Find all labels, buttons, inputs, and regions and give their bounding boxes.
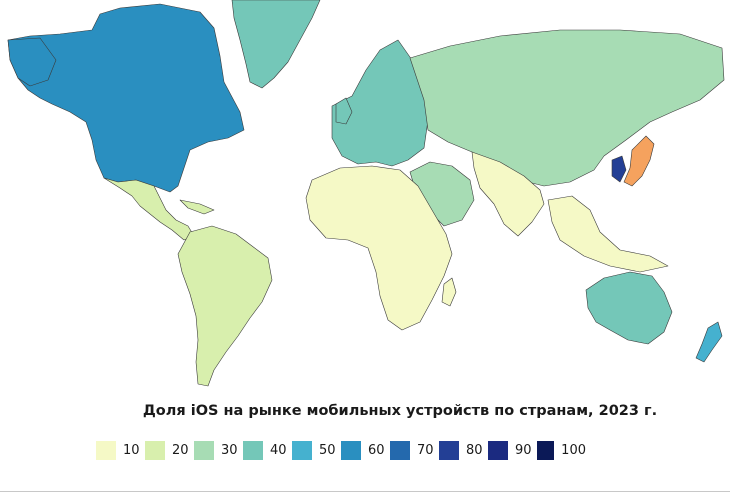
region-europe [331, 39, 429, 167]
legend-swatch [390, 441, 410, 460]
legend-label: 60 [368, 443, 385, 458]
region-caribbean [179, 199, 215, 215]
legend-label: 70 [417, 443, 434, 458]
map-title: Доля iOS на рынке мобильных устройств по… [142, 403, 658, 419]
region-south-asia [471, 151, 545, 237]
legend-item: 40 [243, 441, 292, 460]
region-korea [611, 155, 627, 183]
region-japan [623, 135, 655, 187]
legend-label: 90 [515, 443, 532, 458]
region-uk [335, 97, 353, 125]
region-alaska [7, 37, 57, 87]
legend-item: 100 [537, 441, 586, 460]
divider [0, 491, 730, 492]
legend-swatch [292, 441, 312, 460]
region-australia [585, 271, 673, 345]
legend-swatch [96, 441, 116, 460]
region-africa [305, 165, 453, 331]
legend-label: 10 [123, 443, 140, 458]
region-north-america [7, 3, 245, 193]
region-madagascar [441, 277, 457, 307]
legend-swatch [439, 441, 459, 460]
legend-item: 30 [194, 441, 243, 460]
legend: 10 20 30 40 50 60 70 80 90 100 [96, 441, 586, 460]
legend-label: 100 [561, 443, 586, 458]
legend-item: 80 [439, 441, 488, 460]
region-south-america [177, 225, 273, 387]
legend-item: 50 [292, 441, 341, 460]
legend-label: 30 [221, 443, 238, 458]
legend-label: 40 [270, 443, 287, 458]
legend-swatch [341, 441, 361, 460]
region-new-zealand [695, 321, 723, 363]
legend-item: 20 [145, 441, 194, 460]
region-greenland [231, 0, 321, 89]
legend-swatch [537, 441, 555, 460]
legend-item: 60 [341, 441, 390, 460]
world-map [7, 0, 725, 387]
region-mexico-central-america [103, 177, 195, 241]
legend-swatch [145, 441, 165, 460]
region-russia-asia [409, 29, 725, 187]
legend-swatch [488, 441, 508, 460]
region-southeast-asia [547, 195, 669, 273]
legend-label: 20 [172, 443, 189, 458]
legend-label: 50 [319, 443, 336, 458]
legend-swatch [243, 441, 263, 460]
legend-item: 70 [390, 441, 439, 460]
legend-item: 90 [488, 441, 537, 460]
legend-swatch [194, 441, 214, 460]
legend-label: 80 [466, 443, 483, 458]
legend-item: 10 [96, 441, 145, 460]
